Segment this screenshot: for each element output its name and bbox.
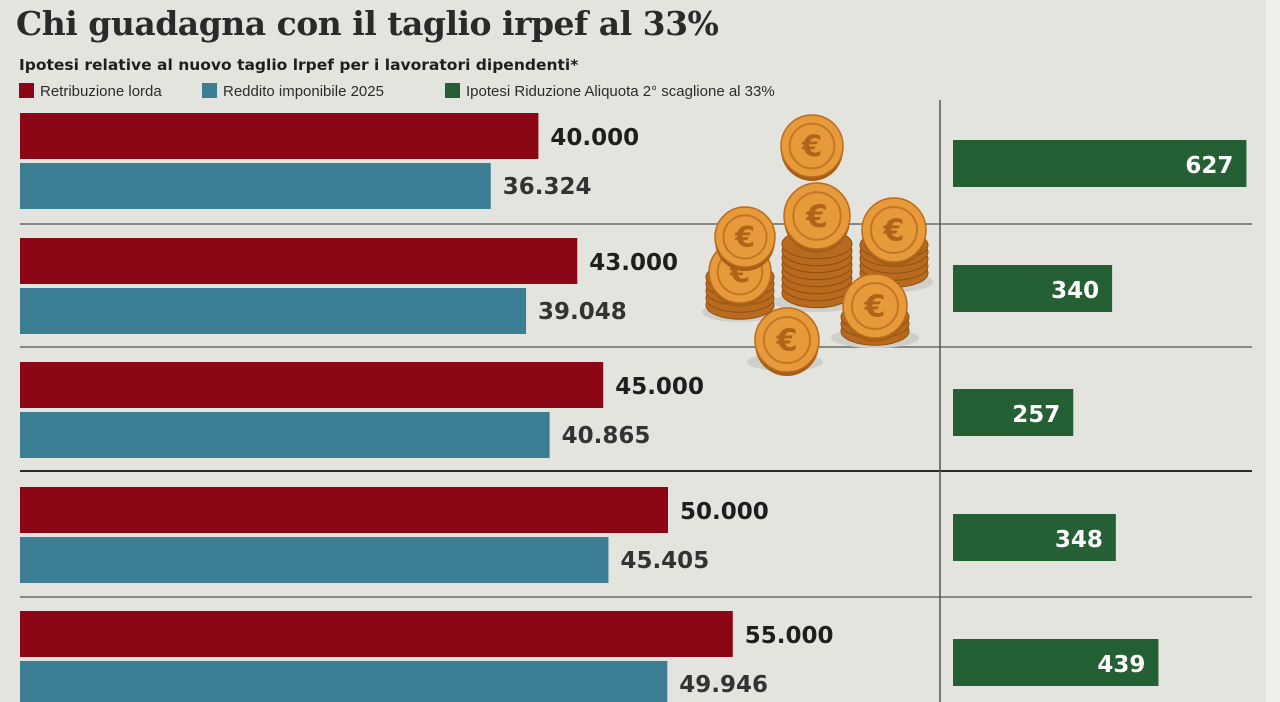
label-reddito-imponibile-5: 49.946 <box>679 672 768 698</box>
coin-right-stack-top-euro-icon: € <box>882 214 904 249</box>
label-riduzione-2: 340 <box>1051 278 1099 304</box>
bar-riduzione-5 <box>953 639 1159 686</box>
label-riduzione-1: 627 <box>1185 153 1233 179</box>
legend-item-imponibile: Reddito imponibile 2025 <box>202 82 384 102</box>
bar-retribuzione-lorda-1 <box>20 113 539 159</box>
coin-ground-rim <box>762 315 812 365</box>
bar-riduzione-4 <box>953 514 1116 561</box>
coin-floating-rim <box>788 122 836 170</box>
legend-swatch-riduzione <box>445 83 460 98</box>
bar-riduzione-1 <box>953 140 1247 187</box>
bar-reddito-imponibile-4 <box>20 537 609 583</box>
label-retribuzione-lorda-4: 50.000 <box>680 499 769 525</box>
label-retribuzione-lorda-2: 43.000 <box>589 250 678 276</box>
label-retribuzione-lorda-1: 40.000 <box>550 125 639 151</box>
coin-ground-euro-icon: € <box>775 324 797 359</box>
label-retribuzione-lorda-3: 45.000 <box>615 374 704 400</box>
label-reddito-imponibile-3: 40.865 <box>562 423 651 449</box>
label-reddito-imponibile-1: 36.324 <box>503 174 592 200</box>
label-reddito-imponibile-4: 45.405 <box>620 548 709 574</box>
legend-swatch-lorda <box>19 83 34 98</box>
coin-right-stack-top-rim <box>869 205 919 255</box>
label-riduzione-4: 348 <box>1055 527 1103 553</box>
coin-left-leaning-euro-icon: € <box>734 221 755 254</box>
legend-label-imponibile: Reddito imponibile 2025 <box>223 83 384 100</box>
label-riduzione-5: 439 <box>1097 652 1145 678</box>
label-retribuzione-lorda-5: 55.000 <box>745 623 834 649</box>
legend-swatch-imponibile <box>202 83 217 98</box>
bar-reddito-imponibile-2 <box>20 288 527 334</box>
bar-retribuzione-lorda-3 <box>20 362 604 408</box>
bar-riduzione-2 <box>953 265 1113 312</box>
bar-retribuzione-lorda-5 <box>20 611 733 657</box>
bar-retribuzione-lorda-2 <box>20 238 578 284</box>
bar-retribuzione-lorda-4 <box>20 487 668 533</box>
label-reddito-imponibile-2: 39.048 <box>538 299 627 325</box>
bar-reddito-imponibile-5 <box>20 661 668 702</box>
bar-reddito-imponibile-1 <box>20 163 491 209</box>
coin-front-stack-top-rim <box>850 281 900 331</box>
coin-center-stack-top-rim <box>792 191 842 241</box>
bar-riduzione-3 <box>953 389 1074 436</box>
coin-front-stack-top-euro-icon: € <box>863 290 885 325</box>
bar-reddito-imponibile-3 <box>20 412 550 458</box>
label-riduzione-3: 257 <box>1012 402 1060 428</box>
legend-item-riduzione: Ipotesi Riduzione Aliquota 2° scaglione … <box>445 82 775 102</box>
chart-title: Chi guadagna con il taglio irpef al 33% <box>16 4 719 43</box>
legend-label-riduzione: Ipotesi Riduzione Aliquota 2° scaglione … <box>466 83 775 100</box>
legend-item-lorda: Retribuzione lorda <box>19 82 162 102</box>
page-edge <box>1266 0 1280 702</box>
euro-coins-illustration: €€€ €€€€ <box>702 114 933 376</box>
coin-left-leaning-rim <box>722 214 768 260</box>
legend-label-lorda: Retribuzione lorda <box>40 83 162 100</box>
coin-center-stack-top-euro-icon: € <box>805 199 828 235</box>
coin-floating-euro-icon: € <box>801 129 822 163</box>
chart-subtitle: Ipotesi relative al nuovo taglio lrpef p… <box>19 56 579 74</box>
